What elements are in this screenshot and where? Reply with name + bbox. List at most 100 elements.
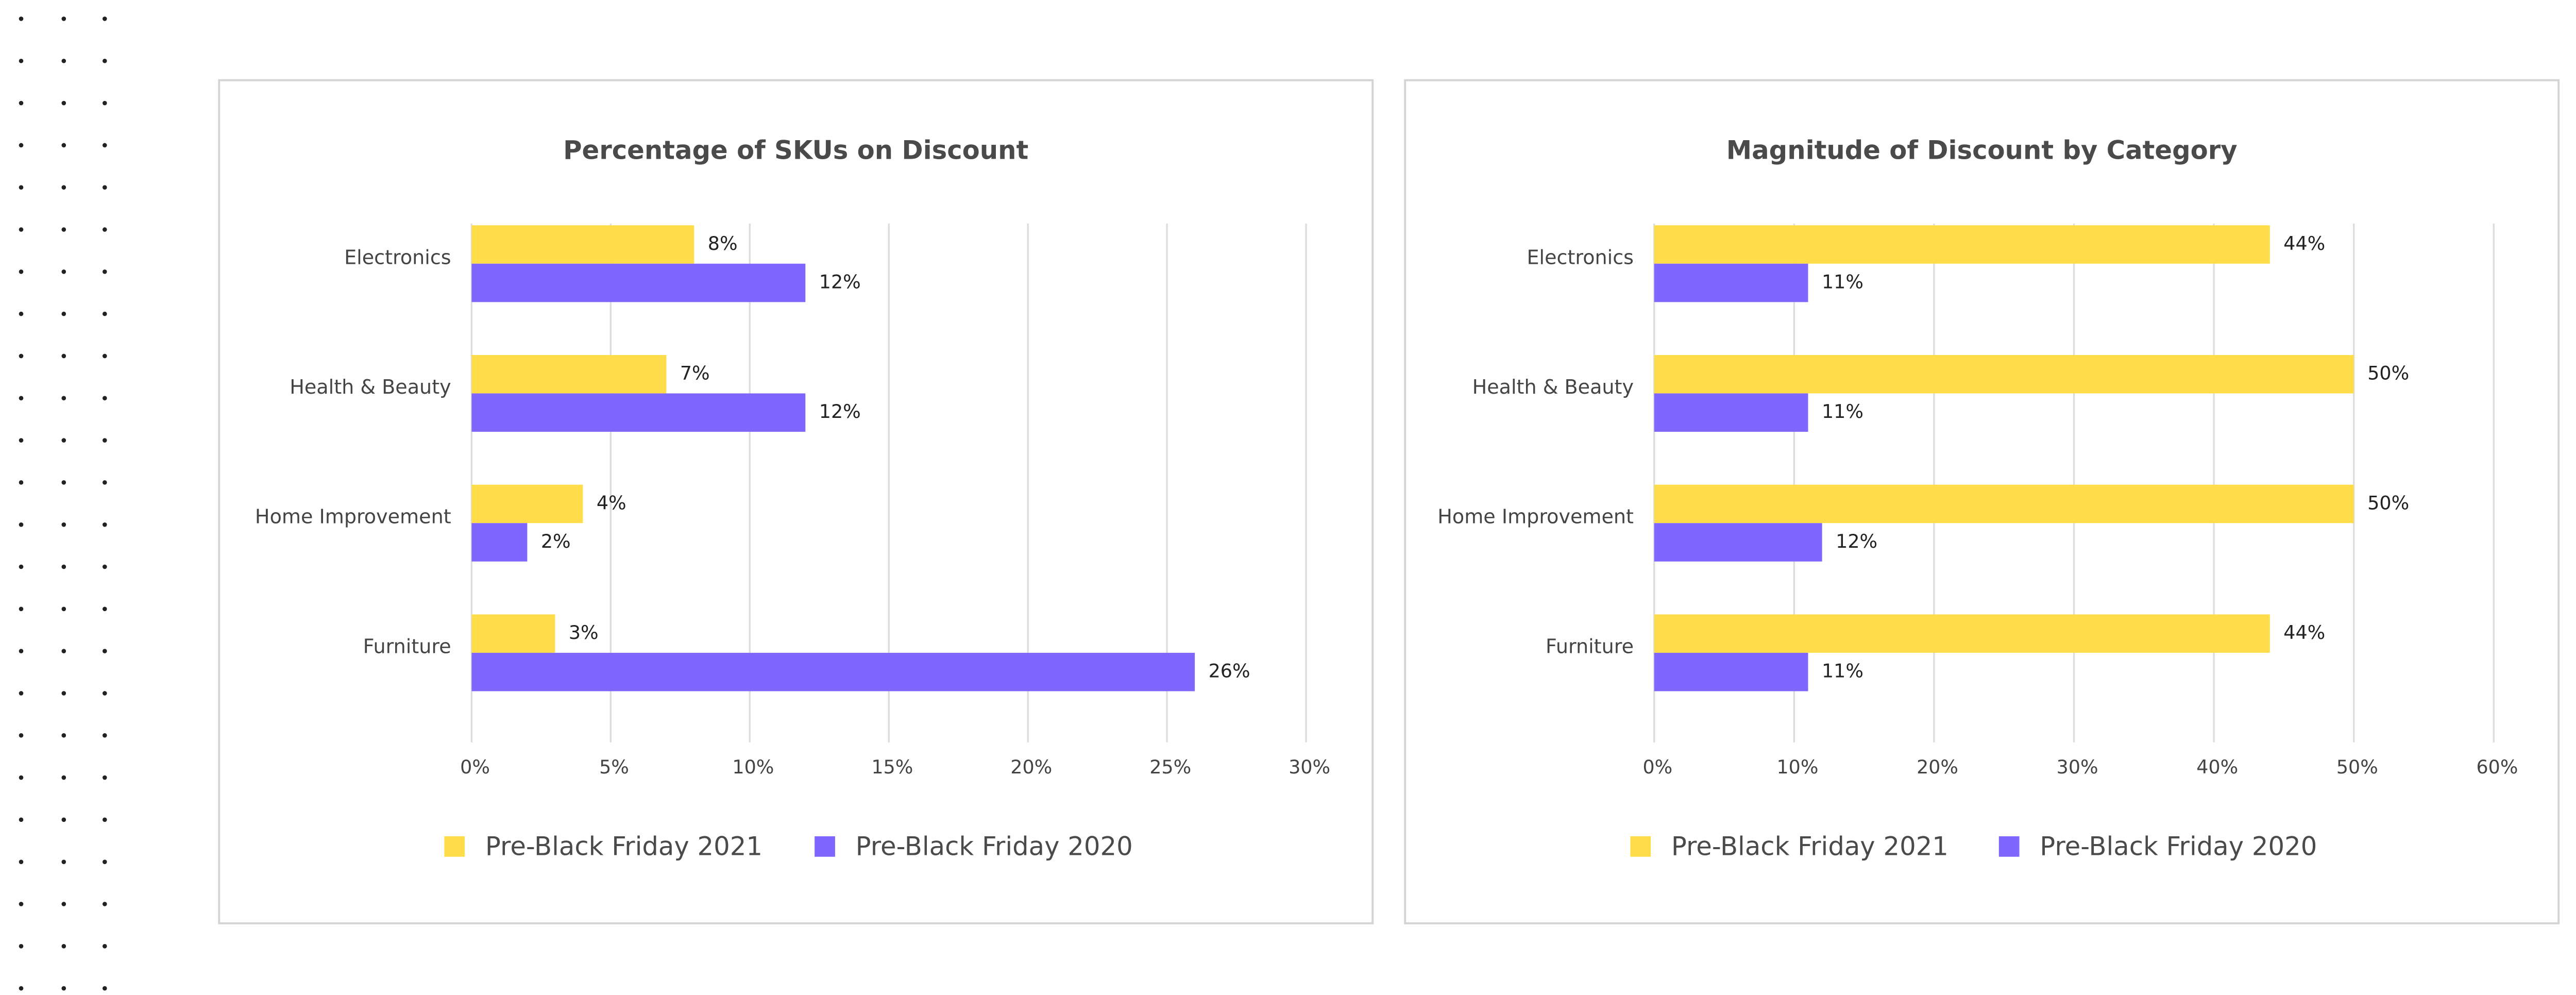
bar: [471, 523, 528, 562]
bar: [471, 225, 694, 264]
dot: [61, 775, 66, 780]
bar: [471, 263, 806, 302]
dot: [19, 353, 24, 359]
y-tick-label: Electronics: [344, 246, 451, 268]
legend-swatch: [444, 836, 465, 857]
x-tick-label: 15%: [871, 756, 913, 778]
x-tick-label: 20%: [1917, 756, 1958, 778]
x-tick-label: 40%: [2196, 756, 2238, 778]
value-label: 44%: [2283, 232, 2325, 255]
dot: [102, 269, 107, 274]
chart-title: Percentage of SKUs on Discount: [563, 135, 1028, 165]
dot: [19, 564, 24, 569]
dot: [19, 522, 24, 527]
dot: [61, 58, 66, 63]
dot: [102, 438, 107, 443]
dot: [61, 227, 66, 232]
dot: [61, 143, 66, 148]
dot: [102, 649, 107, 653]
dot: [102, 902, 107, 906]
value-label: 8%: [708, 232, 738, 255]
legend-swatch: [1630, 836, 1651, 857]
bar: [471, 484, 583, 524]
dot: [19, 185, 24, 190]
bar: [471, 355, 667, 394]
x-tick-label: 10%: [732, 756, 774, 778]
dot: [102, 16, 107, 21]
dot: [61, 396, 66, 401]
dot: [61, 353, 66, 359]
dot: [102, 100, 107, 106]
dot: [19, 691, 24, 696]
x-tick-label: 0%: [1642, 756, 1672, 778]
dot: [19, 480, 24, 485]
value-label: 11%: [1822, 271, 1863, 293]
dot: [19, 143, 24, 148]
value-label: 7%: [680, 362, 710, 384]
dot: [19, 311, 24, 316]
legend-label: Pre-Black Friday 2020: [2040, 832, 2317, 862]
dot: [61, 564, 66, 569]
dot: [61, 16, 66, 21]
dot: [61, 902, 66, 906]
dot: [61, 691, 66, 696]
dot: [102, 58, 107, 63]
dot: [102, 564, 107, 569]
bar: [1654, 263, 1808, 302]
dot: [61, 438, 66, 443]
dot: [102, 396, 107, 401]
x-tick-label: 30%: [2057, 756, 2098, 778]
y-tick-label: Furniture: [363, 635, 451, 657]
dot: [19, 817, 24, 822]
dot: [102, 817, 107, 822]
dot: [102, 480, 107, 485]
dot: [102, 775, 107, 780]
x-tick-label: 20%: [1010, 756, 1052, 778]
dot: [19, 649, 24, 653]
dot: [19, 396, 24, 401]
y-tick-label: Health & Beauty: [290, 376, 451, 398]
dot: [19, 606, 24, 612]
dot: [61, 522, 66, 527]
y-tick-label: Furniture: [1546, 635, 1634, 657]
x-tick-label: 0%: [460, 756, 490, 778]
dot: [61, 943, 66, 949]
dot: [19, 269, 24, 274]
dot: [102, 859, 107, 864]
value-label: 3%: [569, 621, 599, 644]
value-label: 4%: [597, 492, 626, 514]
dot: [102, 606, 107, 612]
dot: [102, 943, 107, 949]
dot: [102, 353, 107, 359]
value-label: 50%: [2367, 492, 2409, 514]
y-tick-label: Health & Beauty: [1472, 376, 1634, 398]
dot: [102, 733, 107, 738]
bar: [1654, 225, 2270, 264]
dot: [19, 58, 24, 63]
x-tick-label: 5%: [599, 756, 629, 778]
dot: [19, 986, 24, 991]
value-label: 11%: [1822, 400, 1863, 423]
value-label: 12%: [819, 271, 861, 293]
legend-swatch: [815, 836, 835, 857]
value-label: 26%: [1209, 660, 1250, 682]
value-label: 44%: [2283, 621, 2325, 644]
legend-label: Pre-Black Friday 2020: [856, 832, 1133, 862]
y-tick-label: Electronics: [1527, 246, 1634, 268]
dot: [61, 859, 66, 864]
bar: [1654, 614, 2270, 653]
legend-label: Pre-Black Friday 2021: [1671, 832, 1948, 862]
bar: [1654, 393, 1808, 432]
bar: [471, 652, 1195, 692]
dot: [102, 986, 107, 991]
value-label: 50%: [2367, 362, 2409, 384]
dot: [102, 227, 107, 232]
value-label: 2%: [541, 530, 571, 552]
x-tick-label: 30%: [1289, 756, 1330, 778]
dot: [102, 185, 107, 190]
dot: [61, 100, 66, 106]
bar: [471, 393, 806, 432]
dot: [19, 859, 24, 864]
x-tick-label: 25%: [1149, 756, 1191, 778]
dot: [61, 480, 66, 485]
